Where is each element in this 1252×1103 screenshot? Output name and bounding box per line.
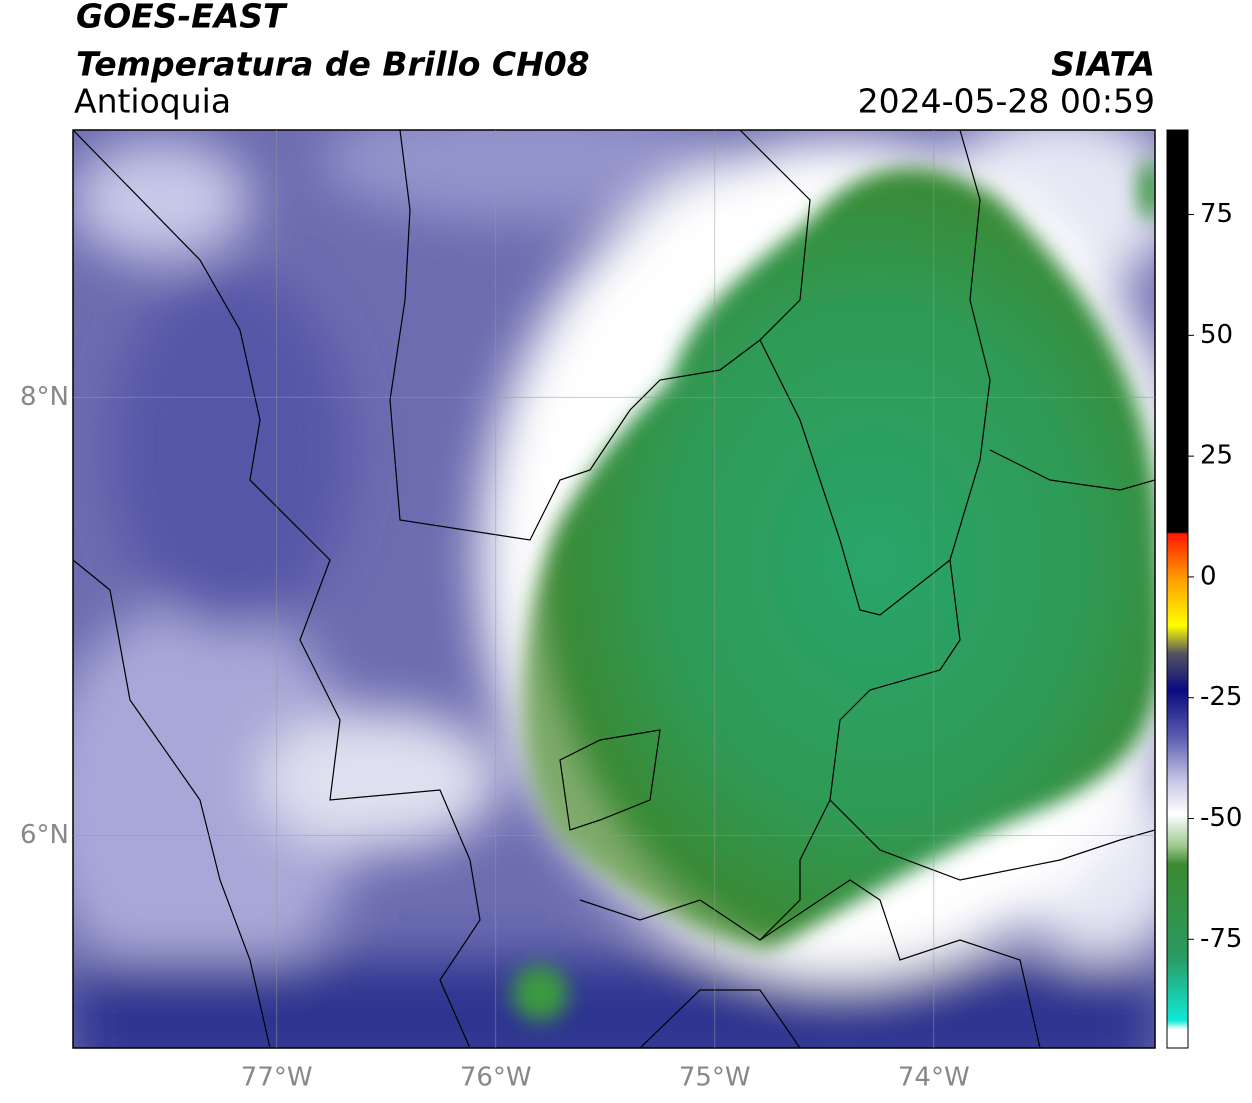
region: Antioquia (74, 82, 231, 121)
colorbar-tick-label: 0 (1200, 561, 1217, 591)
colorbar-tick-label: 25 (1200, 441, 1233, 471)
satellite-image (73, 130, 1155, 1048)
subtitle: Temperatura de Brillo CH08 (76, 45, 590, 84)
colorbar-tick-label: -75 (1200, 924, 1242, 954)
title: GOES-EAST (76, 0, 288, 36)
colorbar-tick-label: 75 (1200, 199, 1233, 229)
lon-tick-label: 74°W (898, 1063, 970, 1093)
borders (73, 130, 1155, 1048)
colorbar-tick-label: 50 (1200, 320, 1233, 350)
lat-tick-label: 8°N (20, 382, 69, 412)
lon-tick-label: 76°W (460, 1063, 532, 1093)
colorbar-tick-label: -25 (1200, 682, 1242, 712)
colorbar (1166, 129, 1189, 1049)
timestamp: 2024-05-28 00:59 (858, 82, 1155, 121)
lon-tick-label: 77°W (241, 1063, 313, 1093)
lon-tick-label: 75°W (679, 1063, 751, 1093)
source: SIATA (1051, 45, 1155, 84)
colorbar-tick-label: -50 (1200, 803, 1242, 833)
lat-tick-label: 6°N (20, 820, 69, 850)
map-frame (72, 129, 1156, 1049)
